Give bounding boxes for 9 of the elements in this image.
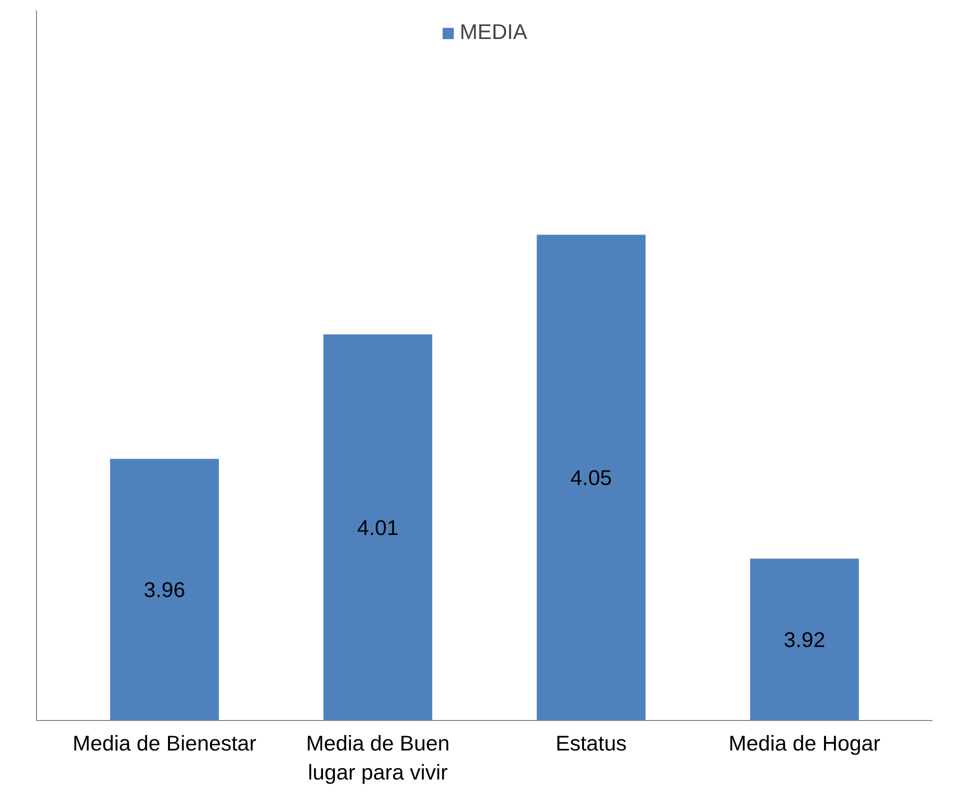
data-label: 3.96 [144,578,186,602]
x-tick-label: Estatus [556,732,627,756]
data-label: 3.92 [784,628,826,652]
x-tick-label: Media de Hogar [728,732,880,756]
data-label: 4.05 [570,466,612,490]
legend-label: MEDIA [460,20,528,45]
x-tick-label: Media de Bienestar [72,732,256,756]
data-label: 4.01 [357,516,399,540]
x-tick-label: Media de Buen lugar para vivir [306,732,450,784]
